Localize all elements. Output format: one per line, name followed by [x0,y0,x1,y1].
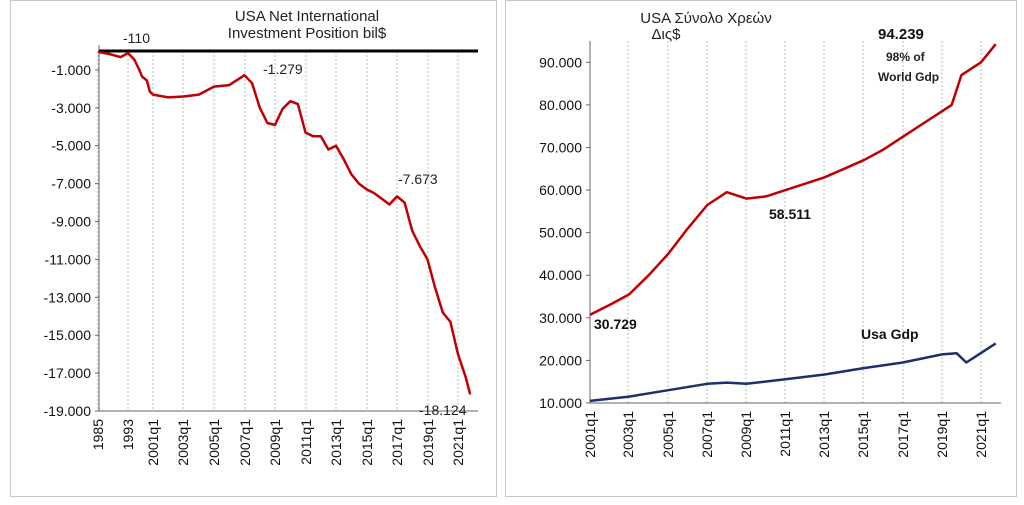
niip-y-tick-label: -11.000 [45,251,92,267]
niip-data-label: -7.673 [398,171,438,187]
debt-chart-title-line-1: USA Σύνολο Χρεών [640,10,771,27]
gdp-series-label: Usa Gdp [861,326,919,342]
niip-y-tick-label: -13.000 [44,289,92,305]
debt-series-line [589,43,997,316]
niip-x-tick-label: 2011q1 [298,419,314,465]
niip-y-tick-label: -7.000 [51,176,91,192]
debt-x-tick-label: 2015q1 [855,411,871,458]
niip-x-tick-label: 2017q1 [389,419,405,466]
debt-x-tick-label: 2019q1 [934,411,950,458]
niip-y-tick-label: -15.000 [44,327,92,343]
niip-x-tick-label: 2007q1 [237,419,253,466]
debt-y-tick-label: 30.000 [539,310,582,326]
debt-y-tick-label: 60.000 [539,182,582,198]
debt-x-tick-label: 2007q1 [699,411,715,458]
debt-data-label-start: 30.729 [594,316,637,332]
niip-x-tick-label: 2009q1 [267,419,283,466]
niip-y-tick-label: -1.000 [51,62,91,78]
debt-x-tick-label: 2003q1 [620,411,636,458]
niip-chart-title-line-1: USA Net International [235,8,379,25]
chart-panel-niip: USA Net International Investment Positio… [10,0,497,497]
debt-x-tick-label: 2017q1 [895,411,911,458]
niip-chart: USA Net International Investment Positio… [44,8,478,466]
niip-x-tick-label: 2003q1 [175,419,191,466]
niip-x-tick-label: 2001q1 [145,419,161,466]
niip-x-tick-label: 2005q1 [206,419,222,466]
niip-series-line [97,50,472,395]
niip-y-tick-label: -9.000 [51,214,91,230]
niip-y-tick-label: -17.000 [44,365,92,381]
debt-y-tick-label: 50.000 [539,225,582,241]
debt-y-tick-label: 40.000 [539,267,582,283]
niip-y-tick-label: -3.000 [51,100,91,116]
niip-y-tick-label: -5.000 [51,138,91,154]
debt-x-tick-label: 2013q1 [816,411,832,458]
niip-x-tick-label: 2013q1 [328,419,344,466]
debt-x-tick-label: 2001q1 [582,411,598,458]
niip-x-tick-label: 1985 [90,419,106,450]
debt-y-tick-label: 80.000 [539,97,582,113]
niip-x-tick-label: 2015q1 [359,419,375,466]
niip-data-label: -18.124 [419,402,467,418]
debt-y-tick-label: 20.000 [539,352,582,368]
niip-x-tick-label: 1993 [120,419,136,450]
debt-x-tick-label: 2009q1 [738,411,754,458]
niip-x-tick-label: 2019q1 [420,419,436,466]
debt-data-label-mid: 58.511 [769,206,811,222]
niip-x-tick-label: 2021q1 [450,419,466,466]
debt-y-tick-label: 90.000 [539,54,582,70]
chart-panel-total-debt: USA Σύνολο Χρεών Δις$ 10.000 20.000 30.000… [505,0,1017,497]
niip-chart-title-line-2: Investment Position bil$ [228,25,387,42]
niip-y-tick-label: -19.000 [44,403,92,419]
debt-chart-title-line-2: Δις$ [652,26,682,43]
debt-x-tick-label: 2021q1 [973,411,989,458]
niip-data-label: -110 [123,30,150,46]
debt-data-label-end: 94.239 [878,26,924,43]
debt-x-tick-label: 2005q1 [660,411,676,458]
total-debt-chart: USA Σύνολο Χρεών Δις$ 10.000 20.000 30.000… [539,10,1001,458]
debt-y-tick-label: 70.000 [539,139,582,155]
gdp-series-line [589,342,997,403]
debt-annotation-pct: 98% of [886,50,926,64]
debt-y-tick-label: 10.000 [539,395,582,411]
debt-x-tick-label: 2011q1 [777,411,793,457]
niip-data-label: -1.279 [263,61,303,77]
debt-annotation-world-gdp: World Gdp [878,70,939,84]
